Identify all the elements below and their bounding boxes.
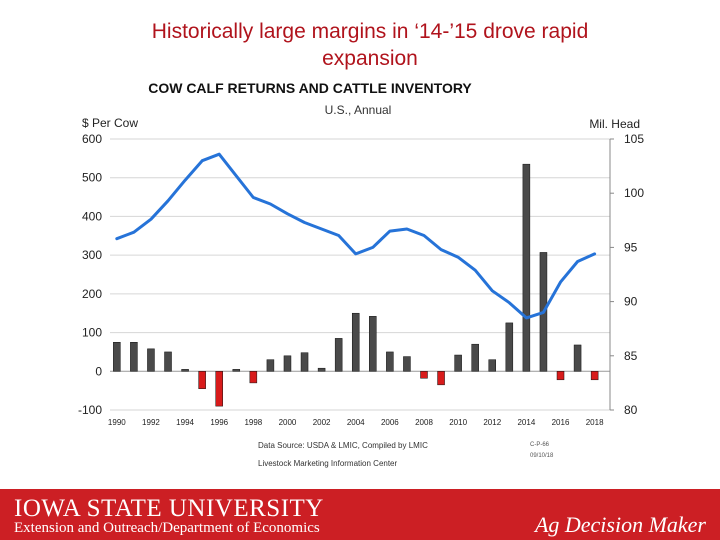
x-tick-label: 1994	[176, 418, 194, 427]
brand-text: Ag Decision Maker	[534, 512, 706, 537]
return-bar	[488, 359, 497, 372]
x-tick-label: 2012	[483, 418, 501, 427]
return-bar	[420, 371, 428, 379]
return-bar	[249, 371, 258, 384]
return-bar	[181, 369, 189, 372]
return-bar	[266, 359, 275, 372]
x-tick-label: 2010	[449, 418, 467, 427]
left-tick-label: 200	[82, 287, 102, 301]
x-tick-label: 1998	[244, 418, 262, 427]
chart-svg: COW CALF RETURNS AND CATTLE INVENTORY U.…	[78, 80, 644, 468]
return-bar	[454, 354, 462, 372]
return-bar	[505, 322, 514, 372]
right-axis-label: Mil. Head	[589, 117, 640, 131]
slide-title-line2: expansion	[322, 47, 418, 70]
x-tick-label: 2006	[381, 418, 399, 427]
x-tick-label: 2014	[517, 418, 535, 427]
return-bar	[113, 342, 121, 372]
left-tick-label: 300	[82, 248, 102, 262]
return-bar	[369, 316, 377, 372]
right-tick-label: 100	[624, 186, 644, 200]
right-tick-label: 80	[624, 403, 638, 417]
x-tick-label: 1996	[210, 418, 228, 427]
department-text: Extension and Outreach/Department of Eco…	[14, 520, 320, 536]
return-bar	[590, 371, 599, 381]
x-tick-label: 2018	[586, 418, 604, 427]
stamp-line-2: 09/10/18	[530, 453, 554, 459]
chart-title: COW CALF RETURNS AND CATTLE INVENTORY	[148, 80, 472, 96]
right-tick-label: 90	[624, 295, 638, 309]
footer-bar	[0, 489, 720, 540]
slide-title-line1: Historically large margins in ‘14-’15 dr…	[151, 20, 589, 43]
source-line-2: Livestock Marketing Information Center	[258, 459, 398, 468]
left-tick-label: 400	[82, 209, 102, 223]
x-tick-label: 2016	[552, 418, 570, 427]
slide-title: Historically large margins in ‘14-’15 dr…	[60, 18, 680, 72]
return-bar	[556, 371, 565, 381]
stamp-line-1: C-P-66	[530, 442, 550, 448]
right-tick-label: 95	[624, 240, 638, 254]
left-tick-label: 100	[82, 326, 102, 340]
return-bar	[522, 163, 531, 372]
left-tick-label: 600	[82, 132, 102, 146]
return-bar	[573, 344, 582, 372]
return-bar	[471, 343, 479, 372]
left-axis-label: $ Per Cow	[82, 116, 138, 130]
return-bar	[386, 351, 394, 372]
inventory-line	[115, 152, 597, 320]
return-bar	[232, 369, 241, 372]
return-bar	[164, 351, 172, 372]
return-bar	[334, 338, 343, 372]
x-tick-label: 2008	[415, 418, 433, 427]
left-tick-label: 0	[95, 364, 102, 378]
x-tick-label: 1990	[108, 418, 126, 427]
return-bar	[351, 312, 360, 372]
left-tick-label: 500	[82, 171, 102, 185]
return-bar	[283, 355, 292, 372]
return-bar	[300, 352, 309, 372]
x-tick-label: 1992	[142, 418, 160, 427]
x-tick-label: 2002	[313, 418, 331, 427]
x-tick-label: 2000	[279, 418, 297, 427]
left-tick-label: -100	[78, 403, 102, 417]
right-tick-label: 105	[624, 132, 644, 146]
return-bar	[437, 371, 445, 386]
return-bar	[317, 367, 326, 372]
x-tick-label: 2004	[347, 418, 365, 427]
university-wordmark: IOWA STATE UNIVERSITY	[14, 495, 324, 522]
return-bar	[130, 342, 138, 372]
source-line-1: Data Source: USDA & LMIC, Compiled by LM…	[258, 441, 428, 450]
return-bar	[215, 371, 223, 407]
chart-subtitle: U.S., Annual	[325, 103, 392, 117]
chart-container: COW CALF RETURNS AND CATTLE INVENTORY U.…	[60, 72, 660, 472]
return-bar	[147, 348, 155, 372]
right-tick-label: 85	[624, 349, 638, 363]
return-bar	[403, 356, 411, 372]
return-bar	[198, 371, 206, 389]
